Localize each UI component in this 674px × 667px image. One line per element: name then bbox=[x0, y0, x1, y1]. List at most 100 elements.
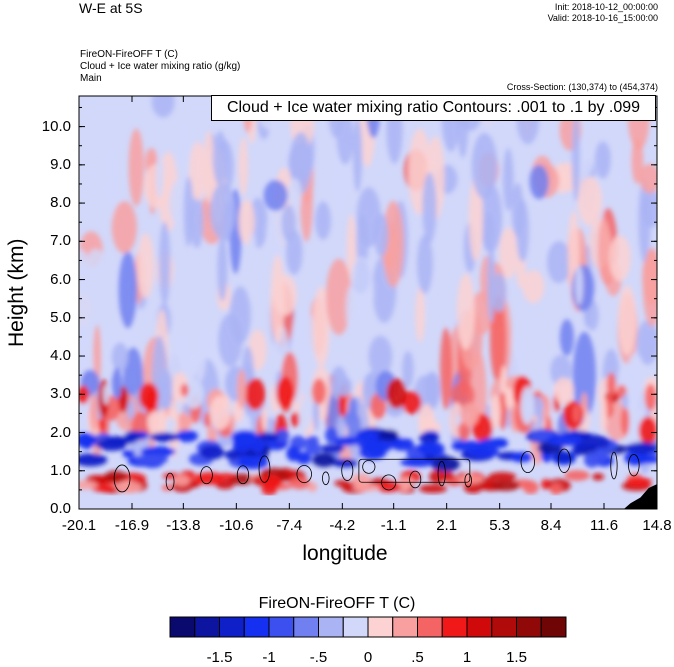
cloud-contour bbox=[409, 470, 422, 489]
anomaly-cell bbox=[210, 183, 236, 240]
anomaly-cell bbox=[639, 163, 657, 194]
colorbar-label: -1 bbox=[262, 649, 276, 666]
cloud-contour bbox=[296, 465, 312, 484]
anomaly-cell bbox=[456, 273, 475, 350]
colorbar-swatch bbox=[243, 616, 270, 638]
anomaly-cell bbox=[193, 315, 207, 382]
cold-band-cell bbox=[478, 438, 509, 449]
anomaly-cell bbox=[516, 253, 526, 289]
colorbar-label: 1.5 bbox=[506, 649, 527, 666]
terrain bbox=[623, 484, 657, 509]
anomaly-cell bbox=[237, 369, 247, 409]
anomaly-cell bbox=[111, 201, 137, 254]
anomaly-cell bbox=[572, 404, 580, 423]
anomaly-cell bbox=[180, 383, 189, 397]
anomaly-cell bbox=[118, 251, 138, 329]
anomaly-cell bbox=[471, 132, 498, 200]
cold-band-cell bbox=[199, 445, 225, 460]
anomaly-cell bbox=[238, 137, 249, 196]
field-name-cloud-ice: Cloud + Ice water mixing ratio (g/kg) bbox=[80, 61, 241, 72]
anomaly-cell bbox=[546, 240, 571, 284]
warm-band-cell bbox=[429, 470, 446, 484]
colorbar-swatch bbox=[491, 616, 517, 638]
cold-band-cell bbox=[256, 432, 279, 442]
anomaly-cell bbox=[291, 412, 300, 427]
anomaly-cell bbox=[492, 272, 507, 313]
anomaly-cell bbox=[401, 390, 422, 415]
colorbar-swatch bbox=[219, 616, 245, 638]
anomaly-cell bbox=[417, 234, 433, 294]
anomaly-cell bbox=[298, 399, 312, 431]
colorbar-swatch bbox=[441, 616, 468, 638]
x-tick-label: 5.3 bbox=[489, 517, 511, 534]
cold-band-cell bbox=[379, 429, 399, 442]
anomaly-cell bbox=[373, 213, 389, 257]
cold-band-cell bbox=[546, 434, 583, 447]
anomaly-cell bbox=[415, 287, 426, 343]
colorbar-title: FireON-FireOFF T (C) bbox=[258, 595, 416, 612]
anomaly-cell bbox=[631, 137, 644, 184]
anomaly-cell bbox=[610, 147, 628, 198]
anomaly-cell bbox=[270, 254, 285, 343]
anomaly-cell bbox=[336, 415, 346, 442]
x-tick-label: 14.8 bbox=[642, 517, 672, 534]
colorbar-swatch bbox=[540, 616, 567, 638]
cloud-contour bbox=[464, 473, 472, 488]
anomaly-cell bbox=[440, 327, 453, 410]
cold-band-cell bbox=[305, 442, 322, 456]
anomaly-cell bbox=[498, 392, 508, 430]
anomaly-cell bbox=[238, 199, 255, 245]
anomaly-cell bbox=[155, 154, 164, 199]
colorbar-swatch bbox=[466, 616, 493, 638]
anomaly-cell bbox=[209, 395, 231, 431]
anomaly-cell bbox=[348, 397, 358, 424]
anomaly-cell bbox=[203, 411, 211, 428]
warm-band-cell bbox=[592, 473, 605, 481]
warm-band-cell bbox=[260, 474, 282, 489]
anomaly-cell bbox=[147, 410, 163, 435]
plot-title: W-E at 5S bbox=[79, 0, 143, 16]
field-name-temperature: FireON-FireOFF T (C) bbox=[80, 49, 178, 60]
y-tick-label: 4.0 bbox=[50, 347, 71, 365]
anomaly-cell bbox=[128, 128, 144, 207]
anomaly-cell bbox=[245, 378, 266, 411]
x-tick-label: -13.8 bbox=[166, 517, 201, 534]
colorbar-label: -.5 bbox=[309, 649, 328, 666]
anomaly-cell bbox=[137, 233, 155, 299]
cloud-contour bbox=[258, 455, 271, 483]
cold-band-cell bbox=[400, 457, 435, 467]
y-tick-label: 1.0 bbox=[50, 461, 71, 479]
y-tick-label: 3.0 bbox=[50, 385, 71, 403]
anomaly-cell bbox=[636, 320, 657, 365]
anomaly-cell bbox=[382, 200, 404, 288]
y-tick-label: 0.0 bbox=[50, 500, 71, 517]
anomaly-cell bbox=[176, 399, 184, 416]
anomaly-cell bbox=[189, 141, 207, 201]
anomaly-cell bbox=[516, 199, 529, 262]
cold-band-cell bbox=[419, 441, 445, 457]
cold-band-cell bbox=[237, 455, 269, 470]
cold-band-cell bbox=[175, 430, 198, 443]
cold-band-cell bbox=[103, 435, 138, 445]
anomaly-cell bbox=[111, 342, 129, 372]
cold-band-cell bbox=[357, 439, 388, 451]
anomaly-cell bbox=[424, 371, 440, 402]
anomaly-cell bbox=[520, 386, 535, 425]
colorbar-label: 1 bbox=[462, 649, 472, 666]
colorbar-label: 0 bbox=[363, 649, 373, 666]
anomaly-cell bbox=[553, 377, 574, 404]
anomaly-cell bbox=[638, 178, 651, 264]
cold-band-cell bbox=[275, 428, 290, 443]
anomaly-cell bbox=[287, 178, 302, 213]
anomaly-cell bbox=[158, 221, 171, 306]
cold-band-cell bbox=[325, 427, 339, 443]
cloud-contour bbox=[341, 460, 354, 481]
colorbar-swatch bbox=[169, 616, 196, 638]
warm-band-cell bbox=[418, 484, 448, 494]
anomaly-cell bbox=[618, 285, 637, 356]
anomaly-cell bbox=[160, 380, 168, 410]
anomaly-cell bbox=[644, 383, 657, 411]
anomaly-cell bbox=[620, 406, 630, 436]
cross-section-label: Cross-Section: (130,374) to (454,374) bbox=[506, 82, 658, 92]
x-tick-label: -20.1 bbox=[61, 517, 97, 534]
